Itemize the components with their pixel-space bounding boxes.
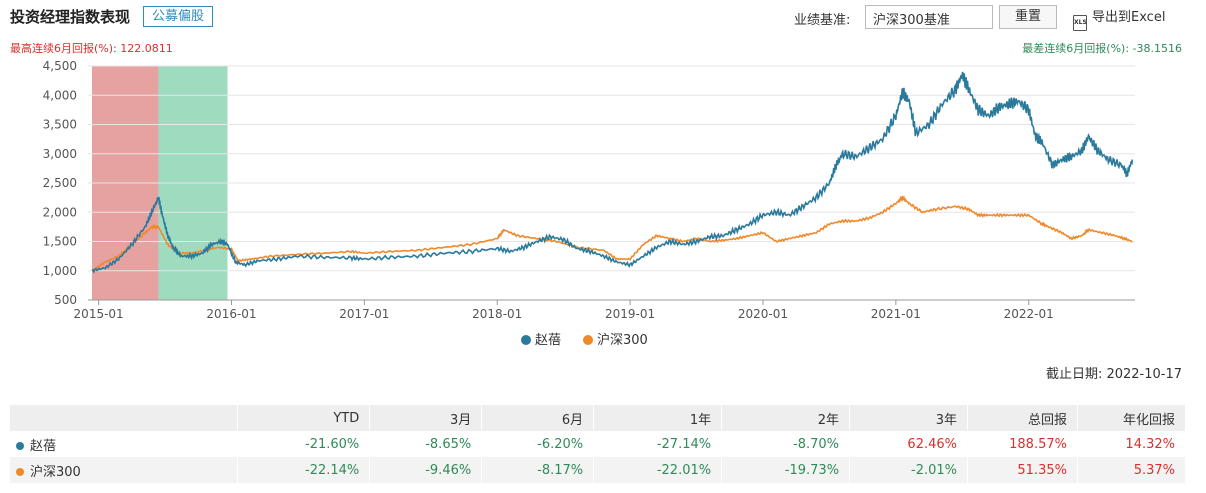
table-cell: -22.01% <box>593 457 723 483</box>
x-tick-label: 2020-01 <box>738 307 788 321</box>
table-header-annual: 年化回报 <box>1077 405 1187 431</box>
series-dot-icon <box>16 467 24 476</box>
series-dot-icon <box>16 441 24 450</box>
y-tick-label: 4,500 <box>43 59 77 73</box>
y-tick-label: 500 <box>54 293 77 307</box>
benchmark-select[interactable]: 沪深300基准 <box>865 5 993 29</box>
table-cell: -27.14% <box>593 431 723 457</box>
table-header-6m: 6月 <box>481 405 595 431</box>
table-header-total: 总回报 <box>967 405 1078 431</box>
page-title: 投资经理指数表现 <box>10 8 131 26</box>
cutoff-label: 截止日期: <box>1046 367 1103 382</box>
y-tick-label: 2,000 <box>43 205 77 219</box>
x-tick-label: 2022-01 <box>1004 307 1054 321</box>
benchmark-label: 业绩基准: <box>794 13 851 28</box>
row-name-cell: 赵蓓 <box>10 431 239 457</box>
best-6m-label: 最高连续6月回报(%): <box>10 42 117 55</box>
table-cell: -8.65% <box>369 431 483 457</box>
x-tick-label: 2021-01 <box>871 307 921 321</box>
table-cell: -21.60% <box>237 431 371 457</box>
table-row-benchmark: 沪深300 -22.14% -9.46% -8.17% -22.01% -19.… <box>10 457 1187 483</box>
row-name: 沪深300 <box>30 464 81 480</box>
series-line-manager <box>91 71 1134 274</box>
y-tick-label: 1,000 <box>43 264 77 278</box>
best-6m-return: 最高连续6月回报(%): 122.0811 <box>10 40 173 56</box>
legend-label: 赵蓓 <box>535 333 561 348</box>
table-header-ytd: YTD <box>237 405 371 431</box>
table-cell: -2.01% <box>849 457 968 483</box>
table-cell: 51.35% <box>967 457 1078 483</box>
table-cell: 14.32% <box>1077 431 1187 457</box>
row-name: 赵蓓 <box>30 438 57 454</box>
worst-6m-label: 最差连续6月回报(%): <box>1022 42 1130 55</box>
best-6m-value: 122.0811 <box>120 42 173 55</box>
table-cell: -19.73% <box>721 457 851 483</box>
category-tag[interactable]: 公募偏股 <box>143 6 214 27</box>
legend-label: 沪深300 <box>597 332 648 348</box>
export-excel-button[interactable]: XLS 导出到Excel <box>1073 6 1165 31</box>
worst-6m-value: -38.1516 <box>1132 42 1182 55</box>
table-cell: 5.37% <box>1077 457 1187 483</box>
x-tick-label: 2018-01 <box>472 307 522 321</box>
table-header-name <box>10 405 239 431</box>
x-tick-label: 2019-01 <box>605 307 655 321</box>
header-bar: 投资经理指数表现 公募偏股 业绩基准: 沪深300基准 重置 XLS 导出到Exc… <box>0 0 1206 34</box>
x-tick-label: 2015-01 <box>74 307 124 321</box>
y-tick-label: 3,500 <box>43 118 77 132</box>
y-tick-label: 3,000 <box>43 147 77 161</box>
performance-table: YTD 3月 6月 1年 2年 3年 总回报 年化回报 赵蓓 -21.60% -… <box>10 405 1187 483</box>
cutoff-date: 截止日期: 2022-10-17 <box>1042 363 1182 382</box>
table-header-3y: 3年 <box>849 405 968 431</box>
performance-chart[interactable]: 500 1,000 1,500 2,000 2,500 3,000 3,500 4,000 4,… <box>0 52 1206 357</box>
table-header-1y: 1年 <box>593 405 723 431</box>
table-row-manager: 赵蓓 -21.60% -8.65% -6.20% -27.14% -8.70% … <box>10 431 1187 457</box>
table-cell: -8.17% <box>481 457 595 483</box>
x-tick-label: 2017-01 <box>339 307 389 321</box>
table-cell: -22.14% <box>237 457 371 483</box>
legend-dot-icon <box>521 335 531 345</box>
y-tick-label: 4,000 <box>43 88 77 102</box>
table-header-row: YTD 3月 6月 1年 2年 3年 总回报 年化回报 <box>10 405 1187 431</box>
row-name-cell: 沪深300 <box>10 457 239 483</box>
table-cell: -9.46% <box>369 457 483 483</box>
excel-file-icon: XLS <box>1073 15 1087 31</box>
table-cell: -8.70% <box>721 431 851 457</box>
y-tick-label: 2,500 <box>43 176 77 190</box>
table-cell: -6.20% <box>481 431 595 457</box>
reset-button[interactable]: 重置 <box>999 5 1057 29</box>
table-cell: 188.57% <box>967 431 1078 457</box>
table-header-2y: 2年 <box>721 405 851 431</box>
x-tick-label: 2016-01 <box>206 307 256 321</box>
table-header-3m: 3月 <box>369 405 483 431</box>
cutoff-value: 2022-10-17 <box>1106 367 1182 382</box>
worst-6m-return: 最差连续6月回报(%): -38.1516 <box>1022 40 1182 56</box>
series-line-benchmark <box>91 195 1133 272</box>
y-tick-label: 1,500 <box>43 235 77 249</box>
export-excel-label: 导出到Excel <box>1092 10 1166 25</box>
legend-dot-icon <box>583 335 593 345</box>
table-cell: 62.46% <box>849 431 968 457</box>
